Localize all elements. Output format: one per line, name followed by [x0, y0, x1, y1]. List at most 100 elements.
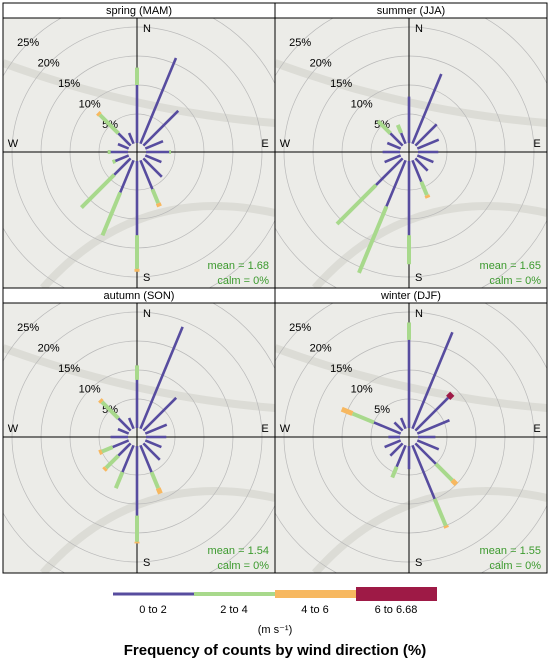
legend-label: 6 to 6.68: [375, 604, 418, 616]
legend-unit: (m s⁻¹): [258, 624, 293, 636]
compass-label: S: [415, 557, 422, 569]
ring-label: 15%: [330, 363, 352, 375]
spoke-segment: [142, 109, 180, 147]
ring-label: 10%: [351, 384, 373, 396]
spoke-segment: [127, 417, 135, 430]
legend-label: 0 to 2: [139, 604, 167, 616]
legend-swatch: [356, 587, 437, 601]
spoke-segment: [414, 123, 438, 147]
spoke-segment: [98, 449, 103, 455]
spoke-segment: [389, 442, 404, 457]
ring-label: 10%: [79, 384, 101, 396]
spoke-segment: [155, 202, 162, 208]
spoke-segment: [155, 487, 163, 495]
stat-annotation: calm = 0%: [217, 560, 269, 572]
spoke-segment: [411, 159, 423, 183]
panel-title: autumn (SON): [104, 290, 175, 302]
spoke-segment: [112, 439, 130, 449]
spoke-segment: [144, 140, 164, 150]
compass-label: E: [261, 423, 268, 435]
compass-label: S: [143, 557, 150, 569]
spoke-segment: [142, 396, 178, 432]
spoke-segment: [414, 396, 450, 432]
compass-label: W: [280, 423, 291, 435]
spoke-segment: [117, 417, 132, 432]
spoke-segment: [117, 427, 130, 435]
compass-label: N: [143, 308, 151, 320]
spoke-segment: [142, 442, 161, 461]
spoke-segment: [98, 398, 104, 404]
spoke-segment: [414, 157, 429, 172]
spoke-segment: [114, 154, 130, 163]
spoke-segment: [113, 471, 125, 489]
spoke-segment: [375, 157, 404, 186]
spoke-segment: [384, 439, 402, 449]
legend-label: 2 to 4: [220, 604, 248, 616]
ring-label: 20%: [38, 58, 60, 70]
spoke-segment: [450, 478, 459, 487]
spoke-segment: [432, 498, 448, 527]
compass-label: N: [143, 23, 151, 35]
ring-label: 20%: [310, 58, 332, 70]
spoke-segment: [414, 442, 437, 465]
spoke-segment: [395, 124, 403, 134]
spoke-segment: [142, 157, 163, 178]
spoke-segment: [446, 391, 455, 400]
stat-annotation: calm = 0%: [489, 275, 541, 287]
spoke-segment: [98, 113, 120, 135]
spoke-segment: [113, 157, 132, 176]
compass-label: E: [533, 423, 540, 435]
compass-label: S: [415, 272, 422, 284]
stat-annotation: calm = 0%: [217, 275, 269, 287]
ring-label: 20%: [310, 343, 332, 355]
ring-label: 25%: [289, 322, 311, 334]
ring-label: 10%: [351, 99, 373, 111]
stat-annotation: mean = 1.65: [480, 260, 541, 272]
spoke-segment: [100, 400, 120, 420]
stat-annotation: mean = 1.54: [208, 545, 269, 557]
legend-swatch: [113, 592, 194, 596]
spoke-segment: [399, 417, 407, 430]
spoke-segment: [117, 442, 132, 457]
ring-label: 20%: [38, 343, 60, 355]
legend-swatch: [194, 592, 275, 596]
compass-label: E: [533, 138, 540, 150]
spoke-segment: [335, 183, 378, 226]
spoke-segment: [111, 159, 117, 164]
spoke-segment: [139, 159, 154, 190]
ring-label: 25%: [17, 322, 39, 334]
ring-label: 15%: [58, 78, 80, 90]
spoke-segment: [434, 462, 454, 482]
legend-label: 4 to 6: [301, 604, 329, 616]
spoke-segment: [139, 57, 178, 145]
spoke-segment: [340, 406, 354, 416]
spoke-segment: [385, 159, 407, 207]
ring-label: 25%: [17, 37, 39, 49]
compass-label: E: [261, 138, 268, 150]
ring-label: 25%: [289, 37, 311, 49]
spoke-segment: [100, 191, 123, 237]
spoke-segment: [384, 154, 402, 164]
compass-label: W: [8, 138, 19, 150]
spoke-segment: [390, 465, 399, 479]
map-background: [275, 303, 547, 573]
spoke-segment: [101, 445, 114, 454]
spoke-segment: [351, 411, 375, 425]
spoke-segment: [424, 194, 431, 199]
spoke-segment: [150, 188, 161, 204]
stat-annotation: mean = 1.68: [208, 260, 269, 272]
spoke-segment: [411, 444, 436, 500]
spoke-segment: [121, 444, 135, 473]
spoke-segment: [443, 524, 449, 529]
spoke-segment: [395, 444, 407, 468]
legend-title: Frequency of counts by wind direction (%…: [124, 642, 427, 659]
compass-label: W: [280, 138, 291, 150]
spoke-segment: [104, 454, 120, 470]
compass-label: W: [8, 423, 19, 435]
spoke-segment: [149, 471, 161, 489]
spoke-segment: [144, 439, 162, 449]
